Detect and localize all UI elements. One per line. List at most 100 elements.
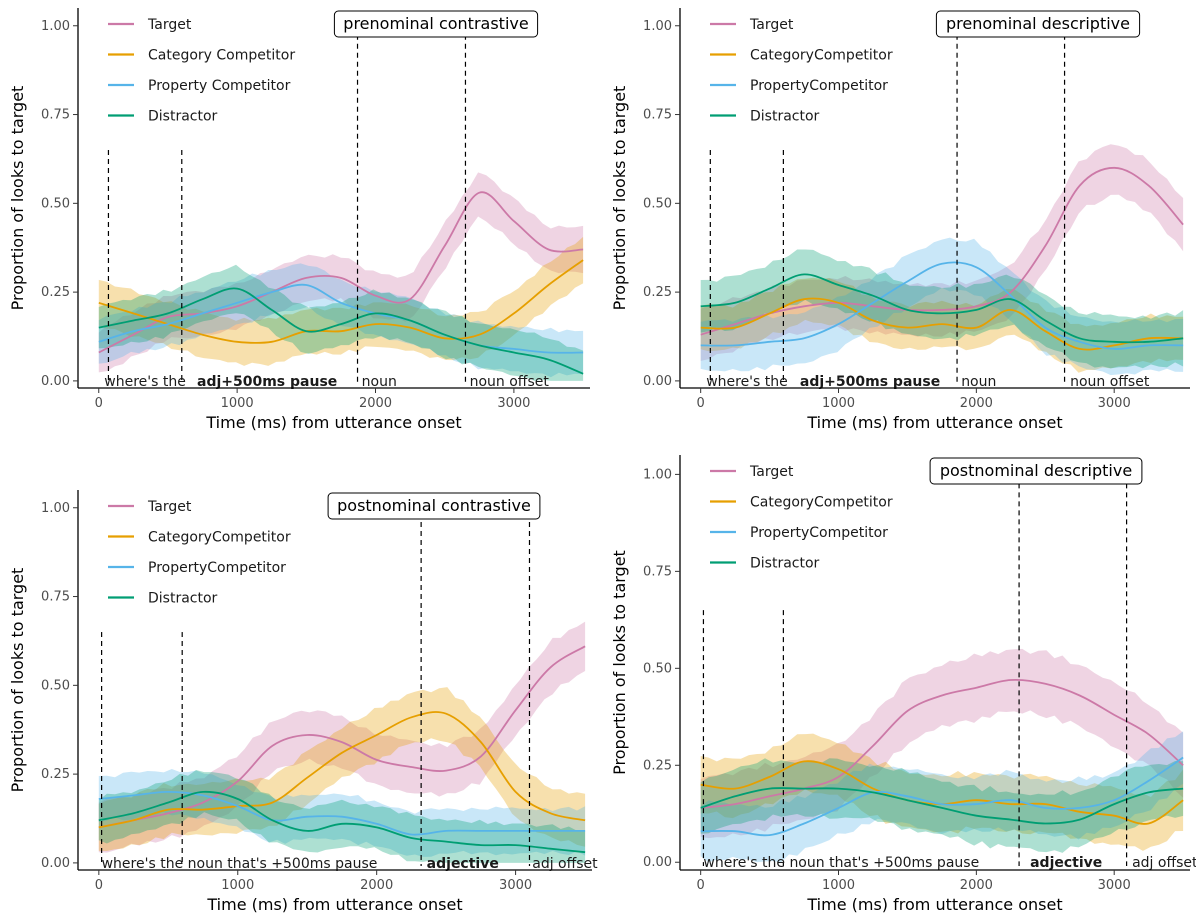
panel-4-segment-label-1: where's the noun that's +500ms pause (703, 855, 979, 871)
panel-3: where's the noun that's +500ms pause adje… (8, 490, 598, 914)
panel-2-x-tick-label-3: 2000 (960, 396, 993, 411)
panel-3-legend-label-2: CategoryCompetitor (148, 530, 291, 546)
panel-3-legend-label-4: Distractor (148, 591, 218, 607)
panel-2-x-tick-label-2: 1000 (822, 396, 855, 411)
panel-4-segment-label-3: adj offset (1132, 855, 1196, 871)
panel-1-legend-label-2: Category Competitor (148, 48, 295, 64)
panel-3-band-3 (98, 769, 586, 857)
panel-4-legend-label-1: Target (749, 464, 794, 480)
panel-2-y-tick-label-5: 1.00 (643, 19, 672, 34)
panel-3-y-axis-title: Proportion of looks to target (8, 568, 27, 793)
panel-3-x-axis-title: Time (ms) from utterance onset (206, 895, 462, 914)
panel-4-line-4 (700, 787, 1184, 825)
panel-1-segment-label-4: noun offset (470, 374, 550, 390)
panel-4-x-tick-label-1: 0 (697, 878, 705, 893)
panel-1-y-tick-label-3: 0.50 (41, 196, 70, 211)
panel-4-y-axis-title: Proportion of looks to target (610, 550, 629, 775)
panel-1: where's the adj+500ms pause noun noun offse… (8, 8, 590, 432)
panel-1-x-tick-label-2: 1000 (221, 396, 254, 411)
panel-2-segment-label-1: where's the (706, 374, 788, 390)
panel-4-y-tick-label-4: 0.75 (643, 564, 672, 579)
panel-3-line-2 (98, 711, 586, 829)
panel-2-y-tick-label-4: 0.75 (643, 108, 672, 123)
panel-4-y-tick-label-5: 1.00 (643, 467, 672, 482)
panel-2-band-4 (700, 249, 1184, 369)
panel-3-x-tick-label-1: 0 (95, 878, 103, 893)
panel-1-title: prenominal contrastive (343, 14, 528, 33)
panel-2-line-4 (700, 273, 1184, 344)
panel-1-y-tick-label-5: 1.00 (41, 19, 70, 34)
panel-1-line-1 (98, 191, 584, 354)
panel-3-legend-label-3: PropertyCompetitor (148, 560, 286, 576)
panel-3-x-tick-label-3: 2000 (360, 878, 393, 893)
panel-3-segment-label-2: adjective (427, 856, 499, 872)
panel-1-segment-label-2: adj+500ms pause (197, 374, 337, 390)
panel-3-y-tick-label-1: 0.00 (41, 856, 70, 871)
panel-3-line-1 (98, 645, 586, 829)
panel-2-band-2 (700, 277, 1184, 373)
panel-2-x-tick-label-4: 3000 (1098, 396, 1131, 411)
panel-2-legend-label-4: Distractor (750, 109, 820, 125)
panel-4-line-3 (700, 756, 1184, 837)
panel-3-x-tick-label-2: 1000 (221, 878, 254, 893)
panel-2-legend-label-2: CategoryCompetitor (750, 48, 893, 64)
panel-4-legend-label-3: PropertyCompetitor (750, 525, 888, 541)
panel-2-y-tick-label-2: 0.25 (643, 285, 672, 300)
panel-3-segment-label-1: where's the noun that's +500ms pause (102, 856, 378, 872)
panel-1-title-box (333, 10, 539, 38)
panel-4-segment-label-2: adjective (1030, 855, 1102, 871)
panel-3-title-box (327, 492, 541, 520)
panel-2-segment-label-4: noun offset (1070, 374, 1150, 390)
panel-3-band-2 (98, 687, 586, 851)
panel-4-band-1 (700, 648, 1184, 839)
panel-2-x-tick-label-1: 0 (697, 396, 705, 411)
panel-1-y-tick-label-2: 0.25 (41, 285, 70, 300)
panel-3-legend-label-1: Target (147, 499, 192, 515)
panel-1-band-4 (98, 264, 584, 381)
panel-1-band-1 (98, 172, 584, 373)
panel-2-y-tick-label-1: 0.00 (643, 374, 672, 389)
panel-4-y-tick-label-1: 0.00 (643, 855, 672, 870)
panel-4-band-4 (700, 758, 1184, 853)
panel-3-y-tick-label-2: 0.25 (41, 767, 70, 782)
panel-2-x-axis-title: Time (ms) from utterance onset (806, 413, 1062, 432)
panel-1-segment-label-3: noun (362, 374, 397, 390)
panel-1-line-2 (98, 259, 584, 344)
panel-3-y-tick-label-3: 0.50 (41, 678, 70, 693)
panel-1-x-tick-label-4: 3000 (497, 396, 530, 411)
panel-4-x-tick-label-4: 3000 (1098, 878, 1131, 893)
panel-4-x-tick-label-2: 1000 (822, 878, 855, 893)
panel-3-x-tick-label-4: 3000 (499, 878, 532, 893)
panel-1-legend-label-1: Target (147, 17, 192, 33)
panel-4-title: postnominal descriptive (940, 461, 1132, 480)
panel-1-x-tick-label-3: 2000 (359, 396, 392, 411)
panel-1-y-tick-label-4: 0.75 (41, 108, 70, 123)
panel-1-x-axis-title: Time (ms) from utterance onset (205, 413, 461, 432)
panel-4-title-box (929, 457, 1143, 485)
panel-2-title-box (935, 10, 1141, 38)
panel-1-band-2 (98, 236, 584, 366)
panel-4-band-3 (700, 731, 1184, 863)
panel-3-y-tick-label-4: 0.75 (41, 590, 70, 605)
panel-1-legend-label-4: Distractor (148, 109, 218, 125)
panel-2-line-3 (700, 261, 1184, 350)
panel-2-legend-label-1: Target (749, 17, 794, 33)
panel-1-x-tick-label-1: 0 (95, 396, 103, 411)
panel-2-segment-label-2: adj+500ms pause (800, 374, 940, 390)
panel-2-y-axis-title: Proportion of looks to target (610, 86, 629, 311)
panel-3-title: postnominal contrastive (337, 496, 531, 515)
panel-2: where's the adj+500ms pause noun noun offse… (610, 8, 1190, 432)
panel-1-y-axis-title: Proportion of looks to target (8, 86, 27, 311)
panel-3-line-4 (98, 790, 586, 854)
panel-4-x-tick-label-3: 2000 (960, 878, 993, 893)
panel-4-y-tick-label-2: 0.25 (643, 758, 672, 773)
panel-4-legend-label-4: Distractor (750, 556, 820, 572)
panel-3-band-1 (98, 621, 586, 853)
panel-3-line-3 (98, 790, 586, 836)
panel-1-legend-label-3: Property Competitor (148, 78, 291, 94)
panel-2-legend-label-3: PropertyCompetitor (750, 78, 888, 94)
panel-4: where's the noun that's +500ms pause adje… (610, 455, 1196, 914)
panel-1-line-3 (98, 283, 584, 354)
